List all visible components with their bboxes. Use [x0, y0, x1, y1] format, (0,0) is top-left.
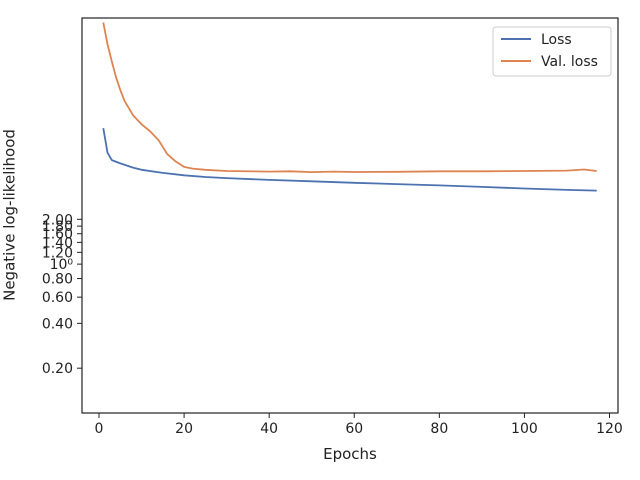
legend-label-val-loss: Val. loss: [541, 54, 598, 70]
series-line-loss: [102, 127, 597, 192]
series-line-val-loss: [102, 22, 597, 173]
x-axis-ticks: 0 20 40 60 80 100 120: [95, 413, 623, 437]
x-axis-label: Epochs: [323, 445, 377, 463]
y-tick-label: 0.60: [42, 290, 73, 306]
y-tick-label: 0.40: [42, 316, 73, 332]
y-axis-label: Negative log-likelihood: [0, 129, 18, 301]
series-layer: [102, 22, 597, 192]
x-tick-label: 20: [175, 421, 193, 437]
plot-frame: [81, 17, 619, 414]
y-tick-label: 0.80: [42, 272, 73, 288]
legend: Loss Val. loss: [492, 26, 612, 77]
x-tick-label: 60: [345, 421, 363, 437]
y-tick-label: 0.20: [42, 361, 73, 377]
x-tick-label: 100: [511, 421, 538, 437]
x-tick-label: 80: [430, 421, 448, 437]
y-tick-label: 1.40: [42, 235, 73, 251]
y-tick-label: 2.00: [42, 212, 73, 228]
y-tick-label: 10⁰: [50, 257, 74, 273]
y-tick-label: 1.80: [42, 219, 73, 235]
x-tick-label: 0: [95, 421, 104, 437]
x-tick-label: 120: [596, 421, 623, 437]
legend-label-loss: Loss: [541, 32, 572, 48]
y-tick-label: 1.60: [42, 227, 73, 243]
x-tick-label: 40: [260, 421, 278, 437]
y-tick-label: 1.20: [42, 245, 73, 261]
